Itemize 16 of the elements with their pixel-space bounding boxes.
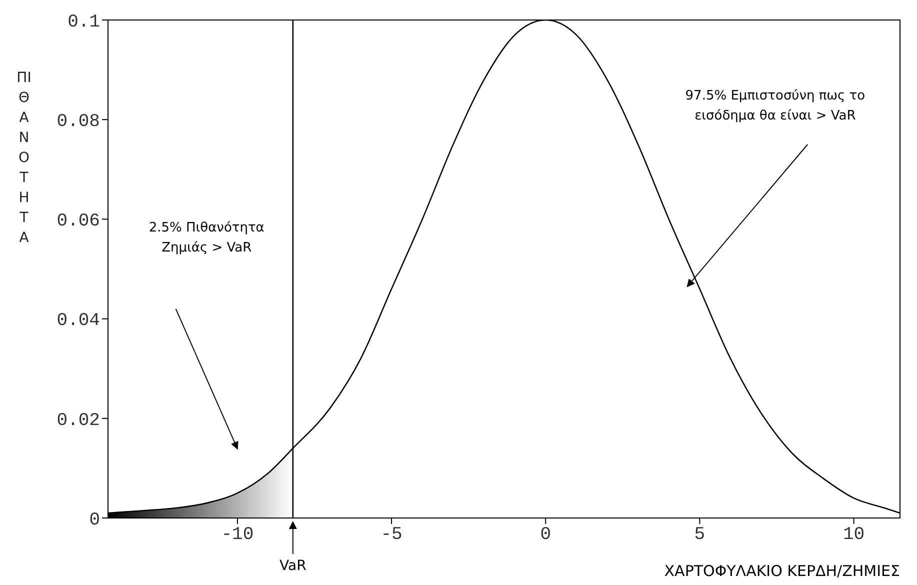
y-tick-label: 0.08	[56, 112, 100, 132]
ref-line-label: VaR	[280, 558, 307, 574]
y-tick-label: 0.1	[68, 12, 100, 32]
annotation: 2.5% Πιθανότητα Ζημιάς > VaR	[148, 220, 264, 256]
y-tick-label: 0.04	[56, 311, 100, 332]
y-tick-label: 0	[89, 510, 100, 530]
x-tick-label: -5	[380, 524, 402, 545]
y-tick-label: 0.06	[56, 212, 100, 232]
x-tick-label: -10	[221, 524, 254, 545]
x-axis-title: ΧΑΡΤΟΦΥΛΑΚΙΟ ΚΕΡΔΗ/ΖΗΜΙΕΣ	[664, 562, 900, 580]
text: ΠΙΘΑΝΟΤΗΤΑ	[16, 70, 32, 246]
x-tick-label: 0	[540, 524, 552, 545]
y-tick-label: 0.02	[56, 410, 100, 431]
x-tick-label: 10	[842, 524, 865, 545]
x-tick-label: 5	[694, 524, 706, 545]
annotation: 97.5% Εμπιστοσύνη πως το εισόδημα θα είναι > VaR	[685, 88, 866, 124]
